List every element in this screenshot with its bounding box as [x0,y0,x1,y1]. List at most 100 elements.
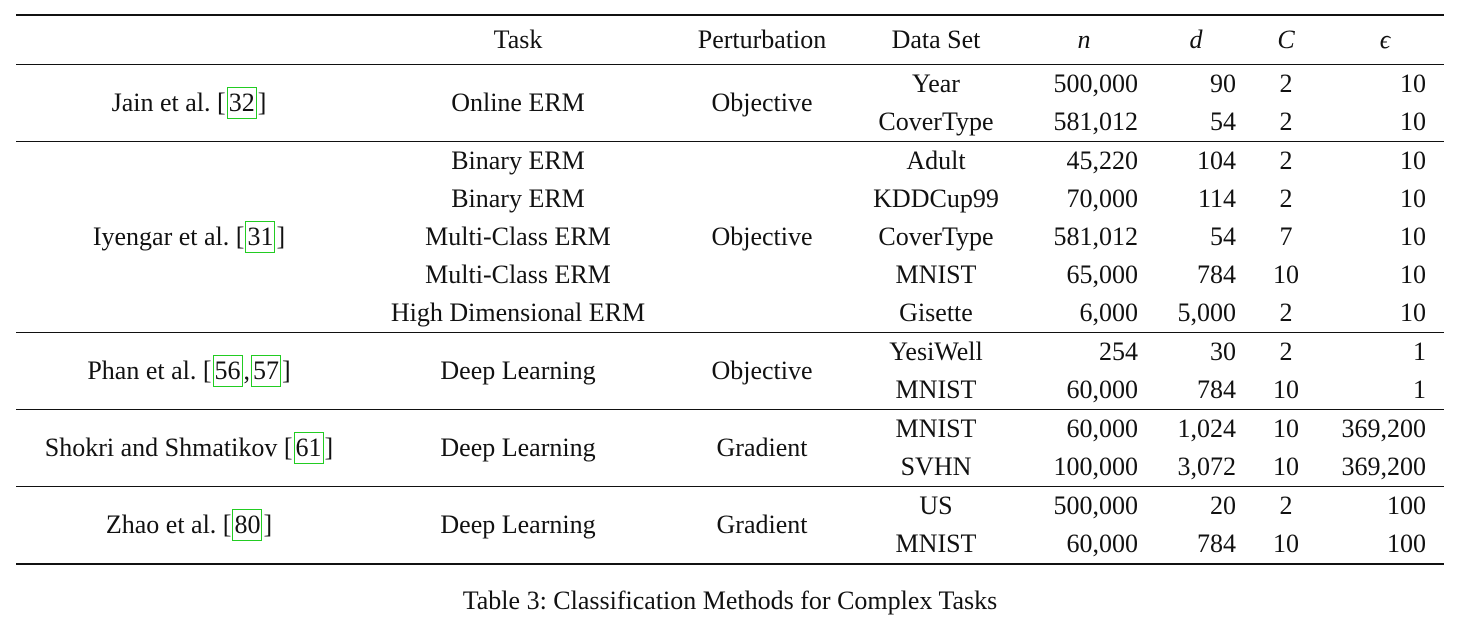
header-n: n [1077,25,1091,54]
task-cell: High Dimensional ERM [390,298,646,327]
perturbation-cell: Objective [711,356,813,385]
dataset-cell: CoverType [878,222,994,251]
header-author [16,15,362,65]
d-cell: 1,024 [1177,414,1237,443]
n-cell: 581,012 [1053,222,1139,251]
results-table: Task Perturbation Data Set n d C ϵ Jain … [16,14,1444,565]
author-cell: Zhao et al. [80] [16,487,362,565]
table-row: High Dimensional ERM Gisette 6,000 5,000… [16,294,1444,333]
perturbation-cell: Gradient [716,510,808,539]
table-row: Iyengar et al. [31] Binary ERM Objective… [16,142,1444,253]
d-cell: 90 [1210,69,1236,98]
dataset-cell: MNIST [895,529,977,558]
task-cell: Multi-Class ERM [425,260,611,289]
group-iyengar: Iyengar et al. [31] Binary ERM Objective… [16,142,1444,333]
epsilon-cell: 100 [1387,491,1426,520]
n-cell: 45,220 [1066,146,1139,175]
header-d: d [1189,25,1203,54]
c-cell: 10 [1273,452,1299,481]
dataset-cell: MNIST [895,260,977,289]
epsilon-cell: 10 [1400,146,1426,175]
dataset-cell: MNIST [895,375,977,404]
table-row: Jain et al. [32] Online ERM Objective Ye… [16,65,1444,119]
citation-link[interactable]: 80 [232,509,263,541]
bracket-close: ] [282,356,291,385]
d-cell: 784 [1197,375,1236,404]
n-cell: 6,000 [1079,298,1139,327]
perturbation-cell: Gradient [716,433,808,462]
citation-link[interactable]: 57 [251,355,281,387]
dataset-cell: SVHN [900,452,972,481]
d-cell: 114 [1197,184,1236,213]
c-cell: 2 [1279,298,1293,327]
header-perturbation: Perturbation [697,25,827,54]
epsilon-cell: 369,200 [1341,414,1427,443]
c-cell: 10 [1273,375,1299,404]
n-cell: 581,012 [1053,107,1139,136]
c-cell: 10 [1273,260,1299,289]
table-container: Task Perturbation Data Set n d C ϵ Jain … [16,14,1444,565]
citation-link[interactable]: 32 [226,87,257,119]
author-cell: Jain et al. [32] [16,65,362,142]
epsilon-cell: 10 [1400,222,1426,251]
task-cell: Binary ERM [451,146,585,175]
c-cell: 2 [1279,491,1293,520]
d-cell: 54 [1210,107,1236,136]
citation-link[interactable]: 61 [293,432,324,464]
epsilon-cell: 369,200 [1341,452,1427,481]
task-cell: Deep Learning [440,356,596,385]
table-row: MNIST 60,000 784 10 100 [16,525,1444,564]
task-cell: Multi-Class ERM [425,222,611,251]
group-shokri: Shokri and Shmatikov [61] Deep Learning … [16,410,1444,487]
table-row: Binary ERM KDDCup99 70,000 114 2 10 [16,180,1444,218]
d-cell: 5,000 [1177,298,1237,327]
author-cell: Phan et al. [56, 57] [16,333,362,410]
citation-separator: , [243,356,251,385]
c-cell: 10 [1273,529,1299,558]
dataset-cell: YesiWell [889,337,983,366]
table-row: Shokri and Shmatikov [61] Deep Learning … [16,410,1444,464]
header-c: C [1277,25,1295,54]
dataset-cell: Gisette [899,298,973,327]
c-cell: 2 [1279,146,1293,175]
bracket-close: ] [263,510,273,539]
citation-link[interactable]: 56 [212,355,243,387]
c-cell: 2 [1279,337,1293,366]
n-cell: 60,000 [1066,375,1139,404]
d-cell: 20 [1210,491,1236,520]
dataset-cell: KDDCup99 [873,184,999,213]
bracket-close: ] [324,433,334,462]
dataset-cell: CoverType [878,107,994,136]
author-name: Phan et al. [ [87,356,212,385]
epsilon-cell: 100 [1387,529,1426,558]
n-cell: 500,000 [1053,491,1139,520]
header-dataset: Data Set [891,25,981,54]
n-cell: 100,000 [1053,452,1139,481]
header-task: Task [493,25,543,54]
author-name: Jain et al. [ [111,88,226,117]
epsilon-cell: 10 [1400,260,1426,289]
perturbation-cell: Objective [711,222,813,251]
table-row: MNIST 60,000 784 10 1 [16,371,1444,410]
author-name: Shokri and Shmatikov [ [44,433,293,462]
header-row: Task Perturbation Data Set n d C ϵ [16,15,1444,65]
group-jain: Jain et al. [32] Online ERM Objective Ye… [16,65,1444,142]
c-cell: 2 [1279,69,1293,98]
table-row: Zhao et al. [80] Deep Learning Gradient … [16,487,1444,541]
c-cell: 10 [1273,414,1299,443]
table-row: Phan et al. [56, 57] Deep Learning Object… [16,333,1444,387]
c-cell: 2 [1279,184,1293,213]
citation-link[interactable]: 31 [245,221,276,253]
group-zhao: Zhao et al. [80] Deep Learning Gradient … [16,487,1444,564]
d-cell: 30 [1210,337,1236,366]
epsilon-cell: 10 [1400,184,1426,213]
header-epsilon: ϵ [1379,25,1391,54]
c-cell: 2 [1279,107,1293,136]
perturbation-cell: Objective [711,88,813,117]
n-cell: 254 [1099,337,1138,366]
d-cell: 54 [1210,222,1236,251]
d-cell: 3,072 [1177,452,1237,481]
table-row: CoverType 581,012 54 2 10 [16,103,1444,142]
n-cell: 500,000 [1053,69,1139,98]
n-cell: 60,000 [1066,414,1139,443]
